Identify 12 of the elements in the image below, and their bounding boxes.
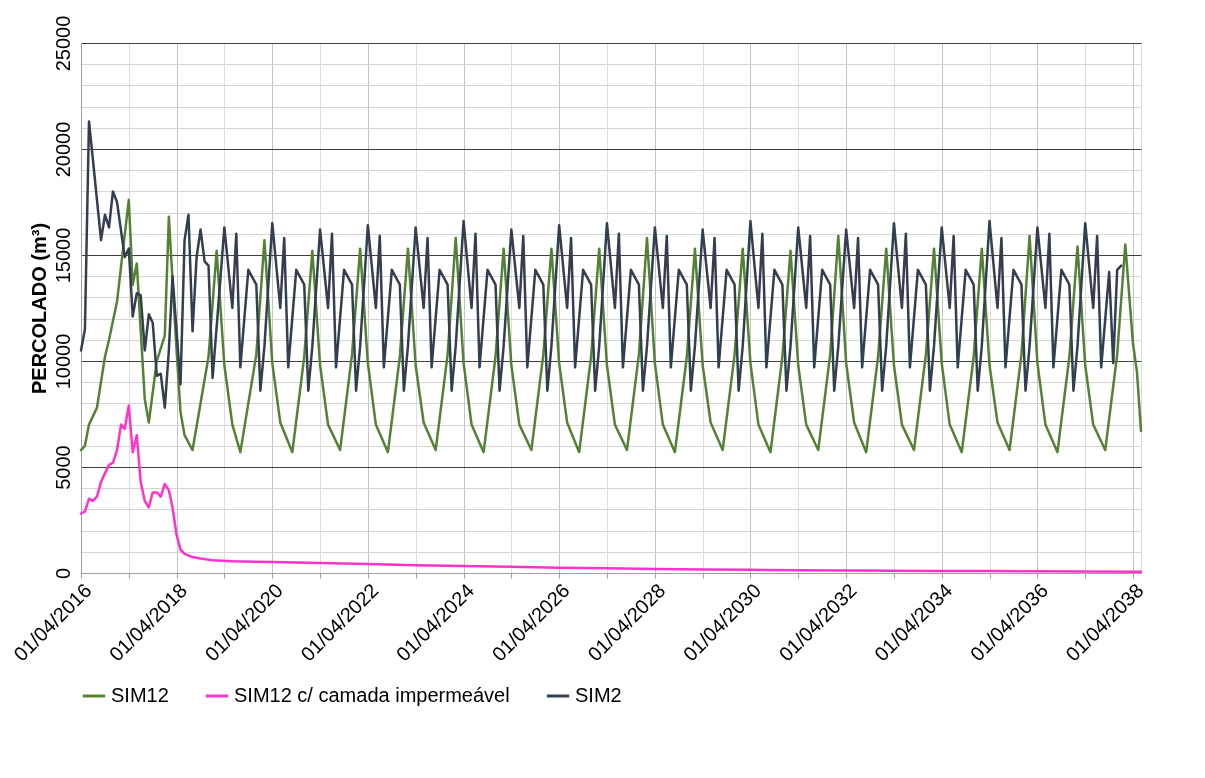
line-series <box>79 120 1123 409</box>
y-tick-label: 0 <box>51 567 74 580</box>
y-tick-label: 10000 <box>51 333 74 390</box>
line-series <box>79 198 1143 454</box>
legend-label: SIM12 c/ camada impermeável <box>234 684 510 706</box>
legend-label: SIM12 <box>111 684 169 706</box>
y-tick-label: 25000 <box>51 15 74 72</box>
y-tick-label: 20000 <box>51 121 74 178</box>
y-axis-title: PERCOLADO (m³) <box>27 222 50 395</box>
y-tick-label: 15000 <box>51 227 74 284</box>
y-tick-label: 5000 <box>51 445 74 490</box>
legend-label: SIM2 <box>575 684 622 706</box>
